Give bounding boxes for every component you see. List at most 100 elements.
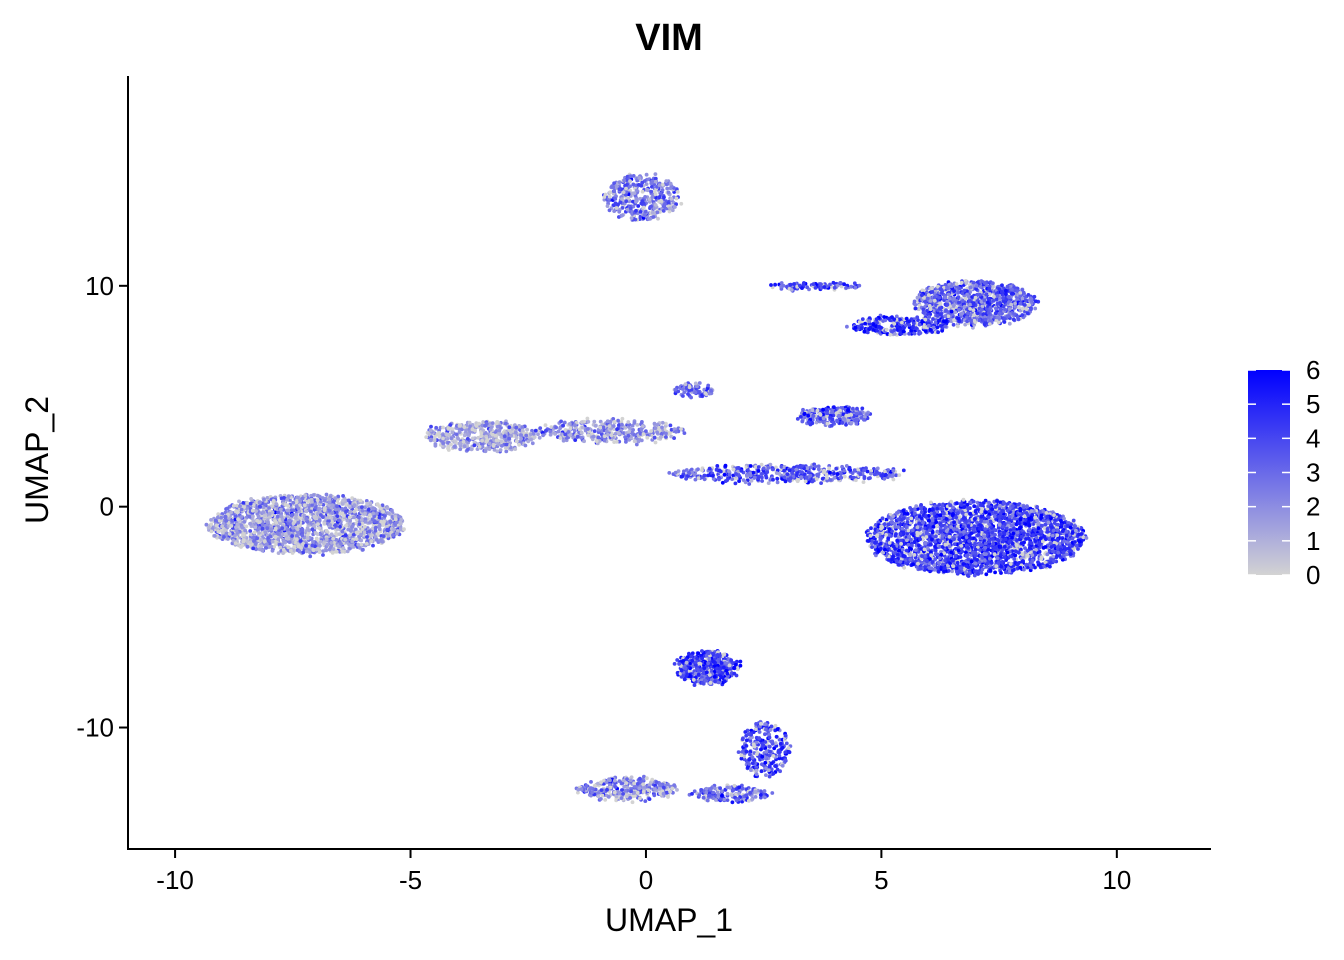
data-point xyxy=(297,549,302,554)
data-point xyxy=(809,465,813,470)
data-point xyxy=(902,565,906,570)
data-point xyxy=(858,472,863,477)
cluster-diagonal-trail xyxy=(667,462,906,486)
data-point xyxy=(641,424,645,428)
data-point xyxy=(371,543,375,548)
data-point xyxy=(349,543,354,548)
data-point xyxy=(787,468,792,473)
data-point xyxy=(352,515,356,520)
data-point xyxy=(861,480,866,484)
data-point xyxy=(269,544,274,549)
data-point xyxy=(814,477,819,481)
data-point xyxy=(234,528,239,533)
data-point xyxy=(733,481,738,486)
data-point xyxy=(919,506,924,511)
data-point xyxy=(334,549,339,554)
data-point xyxy=(682,431,687,435)
data-point xyxy=(559,419,563,424)
data-point xyxy=(503,421,508,426)
data-point xyxy=(279,507,283,512)
data-point xyxy=(290,534,294,538)
data-point xyxy=(449,442,453,447)
data-point xyxy=(343,537,348,542)
data-point xyxy=(295,527,300,532)
data-point xyxy=(756,465,761,469)
data-point xyxy=(329,541,334,545)
data-point xyxy=(639,438,644,443)
data-point xyxy=(264,546,268,550)
data-point xyxy=(514,425,519,430)
data-point xyxy=(580,425,585,430)
data-point xyxy=(333,496,338,500)
data-point xyxy=(214,523,219,528)
data-point xyxy=(327,508,332,513)
data-point xyxy=(299,546,303,550)
data-point xyxy=(659,435,663,439)
data-point xyxy=(281,547,286,552)
data-point xyxy=(820,476,825,481)
data-point xyxy=(842,468,847,473)
data-point xyxy=(568,433,572,437)
data-point xyxy=(462,425,467,429)
data-point xyxy=(388,519,393,524)
data-point xyxy=(330,551,335,555)
data-point xyxy=(319,513,323,517)
data-point xyxy=(324,492,329,497)
data-point xyxy=(245,544,250,549)
data-point xyxy=(465,437,470,441)
chart-title: VIM xyxy=(635,17,703,59)
data-point xyxy=(334,531,338,536)
data-point xyxy=(393,517,398,522)
data-point xyxy=(311,540,315,544)
data-point xyxy=(271,499,276,503)
data-point xyxy=(614,439,619,444)
data-point xyxy=(292,544,297,549)
data-point xyxy=(315,498,320,502)
data-point xyxy=(474,424,479,428)
data-point xyxy=(265,496,270,500)
data-point xyxy=(282,539,286,544)
data-point xyxy=(979,570,984,575)
data-point xyxy=(216,529,221,534)
data-point xyxy=(607,424,612,428)
data-point xyxy=(370,517,375,522)
data-point xyxy=(230,519,235,523)
data-point xyxy=(653,426,658,431)
data-point xyxy=(331,547,336,551)
data-point xyxy=(354,530,359,535)
data-point xyxy=(218,535,223,540)
data-point xyxy=(317,526,321,530)
data-point xyxy=(350,524,355,529)
data-point xyxy=(335,504,339,509)
data-point xyxy=(273,526,278,531)
data-point xyxy=(339,542,343,546)
data-point xyxy=(1012,557,1017,561)
data-point xyxy=(270,504,275,508)
data-point xyxy=(272,544,276,549)
data-point xyxy=(368,513,372,518)
data-point xyxy=(258,504,262,509)
data-point xyxy=(897,473,902,477)
data-point xyxy=(345,518,350,523)
data-point xyxy=(591,434,596,439)
data-point xyxy=(363,520,368,524)
data-point xyxy=(444,432,449,437)
data-point xyxy=(796,478,801,482)
data-point xyxy=(852,468,857,473)
data-point xyxy=(240,525,245,530)
data-point xyxy=(579,435,583,440)
data-point xyxy=(862,468,866,473)
data-point xyxy=(929,500,933,505)
data-point xyxy=(294,500,299,504)
data-point xyxy=(319,539,323,544)
data-point xyxy=(498,448,503,452)
data-point xyxy=(255,518,260,523)
data-point xyxy=(517,442,521,447)
data-point xyxy=(632,433,637,437)
data-point xyxy=(450,430,455,435)
data-point xyxy=(433,443,438,448)
data-point xyxy=(718,469,723,474)
data-point xyxy=(220,524,225,529)
data-point xyxy=(337,532,342,536)
data-point xyxy=(337,518,341,523)
